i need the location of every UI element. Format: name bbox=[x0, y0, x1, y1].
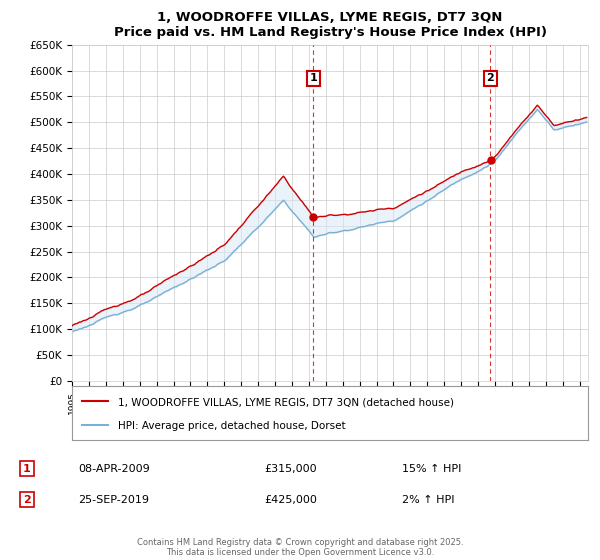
Text: 2% ↑ HPI: 2% ↑ HPI bbox=[402, 494, 455, 505]
Text: 08-APR-2009: 08-APR-2009 bbox=[78, 464, 150, 474]
Text: 2: 2 bbox=[23, 494, 31, 505]
Text: HPI: Average price, detached house, Dorset: HPI: Average price, detached house, Dors… bbox=[118, 421, 346, 431]
Text: 1: 1 bbox=[310, 73, 317, 83]
Text: 1: 1 bbox=[23, 464, 31, 474]
Text: 15% ↑ HPI: 15% ↑ HPI bbox=[402, 464, 461, 474]
Text: 1, WOODROFFE VILLAS, LYME REGIS, DT7 3QN (detached house): 1, WOODROFFE VILLAS, LYME REGIS, DT7 3QN… bbox=[118, 398, 454, 407]
Text: 2: 2 bbox=[487, 73, 494, 83]
Text: £425,000: £425,000 bbox=[264, 494, 317, 505]
Text: 25-SEP-2019: 25-SEP-2019 bbox=[78, 494, 149, 505]
Title: 1, WOODROFFE VILLAS, LYME REGIS, DT7 3QN
Price paid vs. HM Land Registry's House: 1, WOODROFFE VILLAS, LYME REGIS, DT7 3QN… bbox=[113, 11, 547, 39]
Text: Contains HM Land Registry data © Crown copyright and database right 2025.
This d: Contains HM Land Registry data © Crown c… bbox=[137, 538, 463, 557]
Text: £315,000: £315,000 bbox=[264, 464, 317, 474]
